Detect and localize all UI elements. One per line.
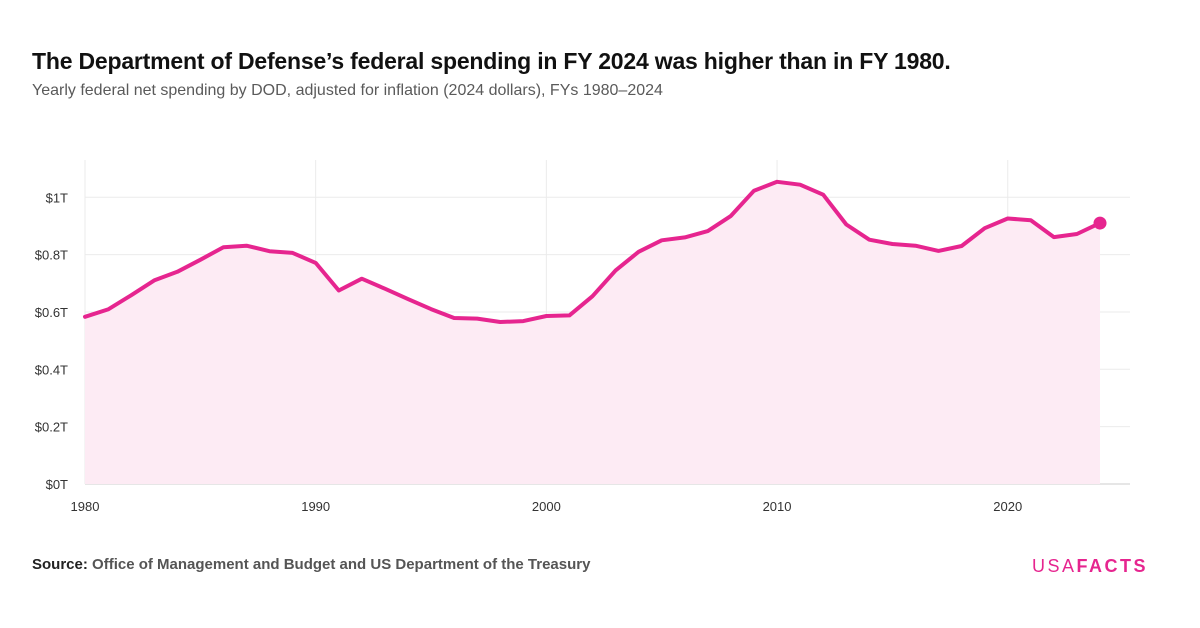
data-point-2007 — [705, 228, 711, 234]
data-point-2000 — [543, 313, 549, 319]
data-point-1985 — [197, 257, 203, 263]
data-point-2011 — [797, 182, 803, 188]
data-point-1981 — [105, 306, 111, 312]
data-point-1998 — [497, 319, 503, 325]
data-point-2010 — [774, 179, 780, 185]
y-tick-label: $1T — [46, 190, 68, 205]
y-tick-label: $0.8T — [35, 248, 68, 263]
data-point-2001 — [566, 312, 572, 318]
data-point-2016 — [912, 243, 918, 249]
x-tick-label: 1990 — [301, 499, 330, 514]
data-point-1982 — [128, 292, 134, 298]
x-tick-label: 2010 — [763, 499, 792, 514]
source-note: Source: Office of Management and Budget … — [32, 556, 590, 573]
x-tick-label: 1980 — [71, 499, 100, 514]
x-tick-label: 2000 — [532, 499, 561, 514]
data-point-2024 — [1097, 220, 1103, 226]
data-point-1984 — [174, 269, 180, 275]
data-point-2015 — [889, 241, 895, 247]
area-fill — [85, 181, 1100, 485]
data-point-2018 — [959, 243, 965, 249]
data-point-2012 — [820, 192, 826, 198]
data-point-2022 — [1051, 234, 1057, 240]
data-point-2017 — [936, 248, 942, 254]
data-point-2021 — [1028, 217, 1034, 223]
x-axis-labels: 1980 1990 2000 2010 2020 — [71, 499, 1023, 514]
y-tick-label: $0T — [46, 477, 68, 492]
logo-part-facts: FACTS — [1076, 556, 1148, 576]
logo-part-usa: USA — [1031, 556, 1077, 576]
y-tick-label: $0.6T — [35, 305, 68, 320]
data-point-1993 — [382, 286, 388, 292]
chart-subtitle: Yearly federal net spending by DOD, adju… — [32, 82, 663, 99]
data-point-1999 — [520, 318, 526, 324]
data-point-1991 — [336, 287, 342, 293]
series-line — [83, 179, 1102, 324]
data-point-2019 — [982, 225, 988, 231]
data-point-2002 — [590, 293, 596, 299]
data-point-1997 — [474, 316, 480, 322]
data-point-1988 — [267, 248, 273, 254]
data-point-1996 — [451, 315, 457, 321]
data-point-2009 — [751, 188, 757, 194]
data-point-1983 — [151, 277, 157, 283]
data-point-1995 — [428, 306, 434, 312]
data-point-1990 — [313, 260, 319, 266]
data-point-1994 — [405, 296, 411, 302]
data-point-2014 — [866, 237, 872, 243]
y-tick-label: $0.4T — [35, 362, 68, 377]
source-label: Source: — [32, 556, 88, 573]
usafacts-logo: USAFACTS — [1032, 556, 1148, 577]
data-point-2005 — [659, 237, 665, 243]
data-point-2004 — [636, 249, 642, 255]
x-tick-label: 2020 — [993, 499, 1022, 514]
last-data-point-marker — [1093, 216, 1107, 230]
data-point-1980 — [82, 314, 88, 320]
data-point-1992 — [359, 276, 365, 282]
data-point-1986 — [220, 244, 226, 250]
source-text: Office of Management and Budget and US D… — [92, 556, 591, 573]
chart-title: The Department of Defense’s federal spen… — [32, 48, 951, 74]
data-point-1989 — [290, 250, 296, 256]
data-point-2023 — [1074, 231, 1080, 237]
data-point-2013 — [843, 222, 849, 228]
y-axis-labels: $0T $0.2T $0.4T $0.6T $0.8T $1T — [35, 190, 68, 492]
data-point-2006 — [682, 234, 688, 240]
data-point-2020 — [1005, 215, 1011, 221]
data-point-1987 — [243, 243, 249, 249]
y-tick-label: $0.2T — [35, 420, 68, 435]
data-point-2008 — [728, 213, 734, 219]
data-point-2003 — [613, 267, 619, 273]
